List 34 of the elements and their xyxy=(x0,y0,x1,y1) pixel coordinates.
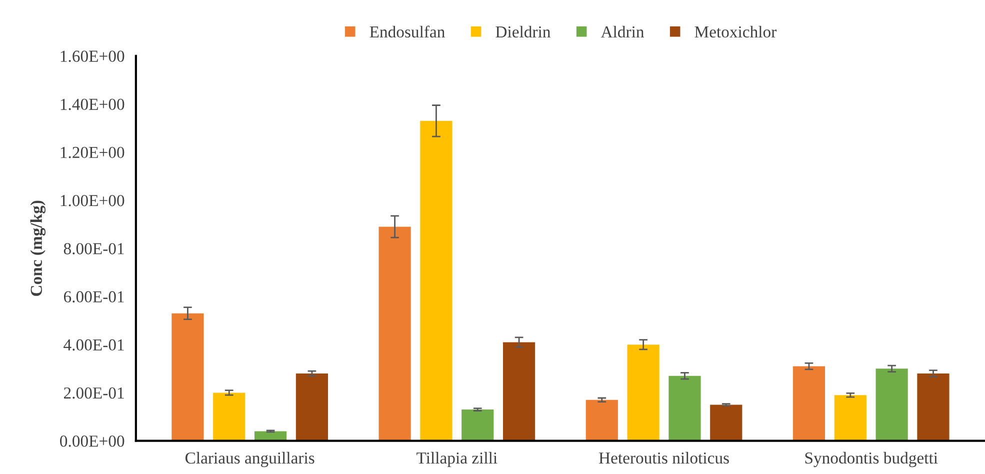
bar xyxy=(710,404,742,441)
bar xyxy=(172,313,204,441)
y-tick-label: 1.20E+00 xyxy=(60,146,124,158)
bar xyxy=(876,368,908,441)
y-tick-label: 1.60E+00 xyxy=(60,50,124,62)
y-tick-label: 4.00E-01 xyxy=(64,339,124,351)
y-tick-label: 2.00E-01 xyxy=(64,387,124,399)
y-tick-label: 1.40E+00 xyxy=(60,98,124,110)
y-axis-title: Conc (mg/kg) xyxy=(30,200,46,296)
bar xyxy=(627,344,660,441)
y-tick-label: 0.00E+00 xyxy=(60,436,124,447)
bar xyxy=(668,376,701,441)
legend-label: Dieldrin xyxy=(496,26,550,38)
y-tick-label: 8.00E-01 xyxy=(64,243,124,254)
y-tick-label: 1.00E+00 xyxy=(60,194,124,206)
bar xyxy=(586,400,618,441)
bar xyxy=(378,226,411,441)
bar xyxy=(462,410,494,441)
x-tick-label: Heteroutis niloticus xyxy=(598,452,729,464)
bar xyxy=(792,366,826,441)
bar xyxy=(917,373,950,441)
bar xyxy=(254,431,287,441)
x-tick-label: Tillapia zilli xyxy=(416,452,498,468)
y-tick-label: 6.00E-01 xyxy=(64,291,124,303)
legend-label: Metoxichlor xyxy=(694,26,776,38)
bar xyxy=(213,392,246,441)
x-tick-label: Clariaus anguillaris xyxy=(185,452,314,468)
legend-label: Endosulfan xyxy=(370,26,445,38)
bar xyxy=(420,120,452,441)
legend-label: Aldrin xyxy=(600,26,644,38)
bar xyxy=(296,373,328,441)
bar xyxy=(502,342,536,441)
x-tick-label: Synodontis budgetti xyxy=(805,452,938,468)
bar xyxy=(834,395,866,441)
